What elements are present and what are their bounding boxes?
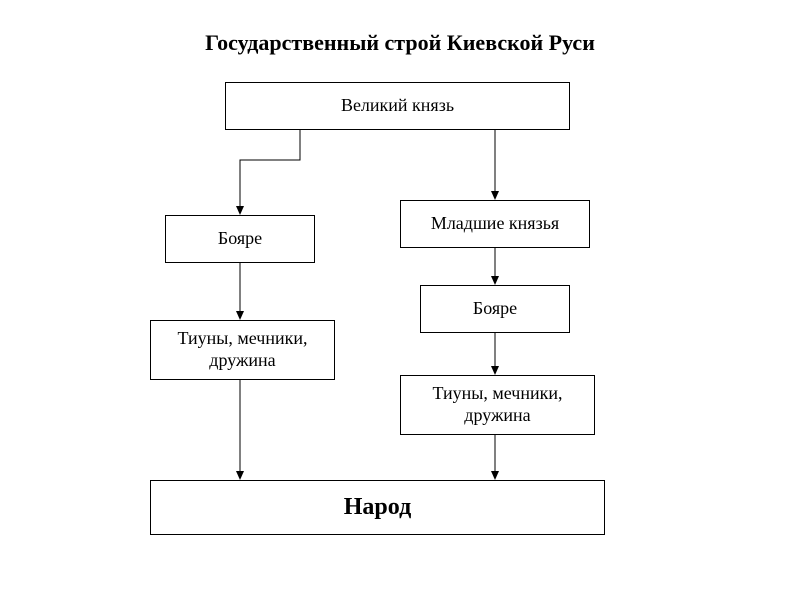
node-boyars_right: Бояре [420, 285, 570, 333]
diagram-title: Государственный строй Киевской Руси [0, 30, 800, 56]
node-boyars_left: Бояре [165, 215, 315, 263]
node-tiuny_left: Тиуны, мечники,дружина [150, 320, 335, 380]
edge-arrowhead [236, 471, 244, 480]
node-narod: Народ [150, 480, 605, 535]
edge-arrowhead [236, 206, 244, 215]
diagram-canvas: Государственный строй Киевской Руси Вели… [0, 0, 800, 600]
edge-arrowhead [491, 276, 499, 285]
edge-line [240, 130, 300, 206]
edge-arrowhead [491, 191, 499, 200]
node-tiuny_right: Тиуны, мечники,дружина [400, 375, 595, 435]
node-grand_prince: Великий князь [225, 82, 570, 130]
node-junior: Младшие князья [400, 200, 590, 248]
edge-arrowhead [491, 366, 499, 375]
edge-arrowhead [491, 471, 499, 480]
edge-arrowhead [236, 311, 244, 320]
